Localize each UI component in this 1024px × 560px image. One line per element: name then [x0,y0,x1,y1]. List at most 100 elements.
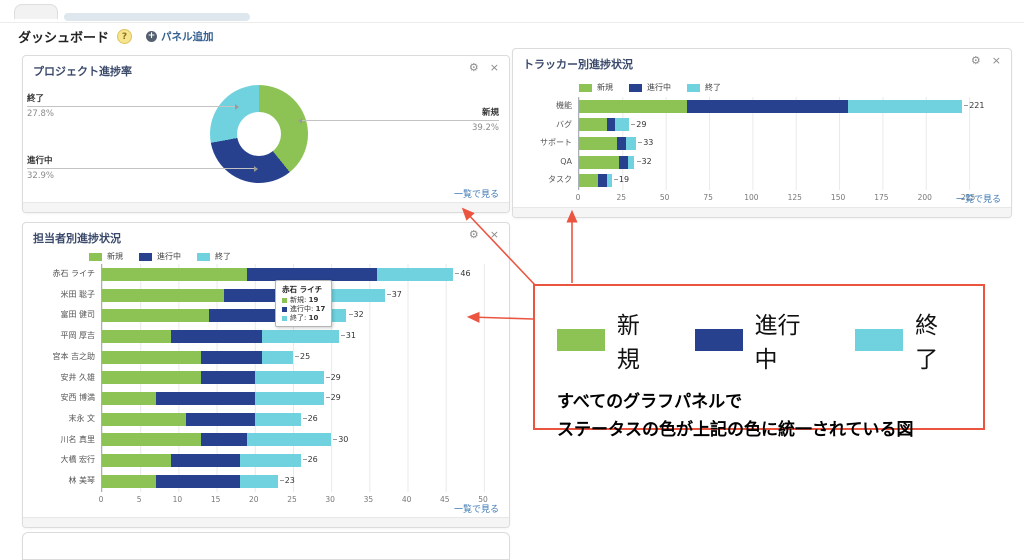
view-all-link[interactable]: 一覧で見る [453,190,499,200]
annotation-legend: 新規 進行中 終了 [557,306,961,374]
add-panel-button[interactable]: + パネル追加 [146,29,214,44]
bar-segment[interactable] [102,309,209,323]
bar-segment[interactable] [598,174,607,188]
panel-footer-strip [513,207,1011,217]
bar-segment[interactable] [686,99,848,113]
pie-label-pct: 27.8% [27,109,55,119]
legend-item: 新規 [557,306,663,374]
browser-bar-fragment [64,13,250,21]
axis-tick-label: 150 [830,193,846,202]
bar-segment[interactable] [186,412,255,426]
bar-segment[interactable] [247,267,378,281]
bar-total-label: 29 [631,116,646,135]
chart-tooltip: 赤石 ライチ 新規: 19 進行中: 17 終了: 10 [275,280,333,327]
category-label: 林 美琴 [68,476,95,485]
bar-total-label: 23 [279,471,295,492]
bar-segment[interactable] [377,267,454,281]
tooltip-row: 進行中: 17 [282,305,325,314]
axis-tick-label: 0 [98,494,104,504]
bar-total-label: 29 [325,368,341,389]
bar-segment[interactable] [102,412,186,426]
bar-segment[interactable] [254,412,301,426]
bar-segment[interactable] [254,371,324,385]
legend-chip [629,83,642,92]
pie-connector-line [27,103,239,110]
bar-segment[interactable] [102,267,248,281]
axis-tick-label: 25 [616,193,627,202]
caption-line-2: ステータスの色が上記の色に統一されている図 [557,420,914,440]
legend-label: 進行中 [157,252,181,261]
bar-segment[interactable] [102,433,202,447]
legend-chip [687,83,700,92]
add-panel-label: パネル追加 [161,31,214,43]
tracker-bar-chart[interactable]: 221 29 33 32 19 機能 バグ サポート QA タスク 0 25 50 75 100 125 150… [523,49,1004,209]
bar-total-label: 46 [455,264,471,285]
gear-icon[interactable]: ⚙ [970,54,981,67]
close-icon[interactable]: × [489,61,499,74]
view-all-link[interactable]: 一覧で見る [955,195,1001,205]
axis-tick-label: 75 [703,193,713,202]
bar-segment[interactable] [239,454,301,468]
bar-segment[interactable] [102,350,202,364]
bar-segment[interactable] [618,155,628,169]
axis-tick-label: 45 [440,494,450,504]
bar-segment[interactable] [579,174,599,188]
bar-segment[interactable] [155,392,255,405]
bar-segment[interactable] [606,118,616,132]
legend-item: 新規 [579,82,613,93]
axis-tick-label: 25 [287,494,297,504]
bar-total-label: 37 [386,285,402,306]
bar-segment[interactable] [262,350,293,364]
bar-segment[interactable] [201,350,263,364]
bar-segment[interactable] [262,329,339,343]
bar-segment[interactable] [627,155,635,169]
category-label: 赤石 ライチ [52,269,95,278]
help-icon[interactable]: ? [117,29,133,44]
bar-segment[interactable] [247,433,332,447]
bar-segment[interactable] [102,329,171,343]
legend-item: 進行中 [629,82,671,93]
bar-segment[interactable] [239,474,278,488]
legend-label: 新規 [597,83,613,92]
gear-icon[interactable]: ⚙ [468,61,479,74]
bar-segment[interactable] [617,137,626,150]
annotation-caption: すべてのグラフパネルで ステータスの色が上記の色に統一されている図 [557,388,961,444]
bar-segment[interactable] [579,99,687,113]
assignee-bar-chart[interactable]: 46 37 32 31 25 29 29 26 30 26 23 赤石 ライチ 米田 聡子 富田 健司 平岡… [33,223,499,513]
bar-segment[interactable] [170,329,263,343]
bar-segment[interactable] [847,99,963,113]
status-swatch [282,307,287,312]
legend-item: 終了 [197,251,231,262]
bar-segment[interactable] [224,288,286,302]
bar-segment[interactable] [579,118,607,132]
bar-segment[interactable] [254,392,324,405]
bar-segment[interactable] [155,474,240,488]
category-label: 平岡 厚吉 [60,331,95,341]
category-label: 末永 文 [68,413,95,423]
bar-segment[interactable] [102,288,225,302]
bar-segment[interactable] [201,371,255,385]
bar-segment[interactable] [170,454,240,468]
bar-segment[interactable] [102,454,171,468]
bar-segment[interactable] [606,174,612,188]
close-icon[interactable]: × [991,54,1001,67]
category-label: 機能 [556,101,572,110]
bar-segment[interactable] [102,371,202,385]
bar-segment[interactable] [579,155,619,169]
bar-segment[interactable] [579,137,618,150]
category-label: 安井 久雄 [60,372,95,382]
axis-tick-label: 175 [874,193,889,202]
category-label: サポート [540,138,572,148]
panel-by-assignee: 担当者別進捗状況 ⚙ × 新規 進行中 終了 46 37 32 31 25 29 29 26 30 2… [22,222,510,528]
bar-segment[interactable] [615,118,630,132]
view-all-link[interactable]: 一覧で見る [453,505,499,515]
bar-segment[interactable] [201,433,248,447]
bar-segment[interactable] [102,474,156,488]
bar-segment[interactable] [209,309,278,323]
axis-tick-label: 225 [960,193,976,202]
tooltip-row: 新規: 19 [282,296,325,305]
bar-segment[interactable] [625,137,637,150]
bar-segment[interactable] [102,392,156,405]
legend-item: 終了 [687,82,721,93]
tooltip-title: 赤石 ライチ [282,285,323,294]
